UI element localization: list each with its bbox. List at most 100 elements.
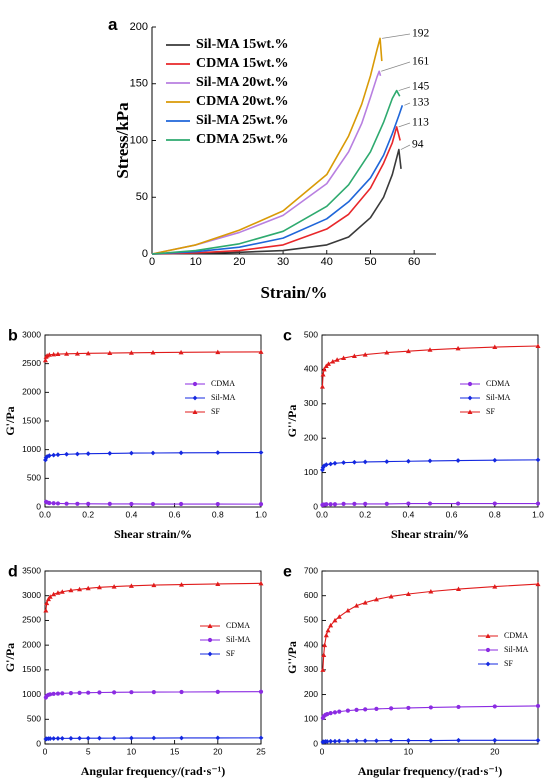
series-line	[45, 582, 262, 611]
legend: CDMA Sil-MA SF	[200, 621, 251, 658]
data-point	[179, 735, 184, 741]
legend-label: CDMA 25wt.%	[196, 132, 289, 147]
data-point	[535, 457, 541, 463]
series-cdma	[320, 501, 541, 508]
legend-marker	[192, 395, 198, 401]
x-tick-label: 0.6	[169, 509, 181, 519]
annotation-leader	[382, 33, 411, 39]
x-tick-label: 10	[404, 746, 414, 756]
data-point	[330, 358, 336, 364]
series-sf	[319, 343, 541, 389]
legend-label: Sil-MA 20wt.%	[196, 75, 289, 90]
data-point	[345, 708, 351, 713]
data-point	[55, 590, 61, 595]
data-point	[362, 352, 368, 357]
data-point	[332, 502, 338, 507]
data-point	[215, 450, 221, 456]
data-point	[427, 458, 433, 464]
data-point	[337, 709, 342, 714]
data-point	[107, 501, 112, 507]
data-point	[320, 465, 326, 470]
data-point	[455, 345, 461, 351]
chart-panel-d: d 0 5 10 15 20 25 0 500 1000 1500 2000 2500 3000 3500 A…	[3, 563, 266, 778]
y-tick-label: 400	[304, 639, 318, 649]
legend-label: SF	[486, 407, 495, 416]
data-point	[455, 501, 461, 506]
data-point	[258, 450, 264, 455]
legend-marker	[485, 661, 491, 667]
data-point	[75, 451, 80, 457]
data-point	[64, 451, 69, 457]
data-point	[44, 600, 50, 606]
data-point	[129, 735, 134, 741]
data-point	[68, 690, 74, 696]
legend-label: CDMA	[211, 379, 235, 388]
data-point	[43, 608, 49, 613]
annotation-leader	[404, 102, 411, 106]
data-point	[322, 642, 328, 648]
x-tick-label: 10	[190, 256, 202, 268]
legend-marker	[485, 633, 491, 638]
data-point	[535, 501, 541, 506]
series-sil-ma	[320, 703, 541, 721]
x-tick-label: 15	[170, 746, 180, 756]
data-point	[47, 736, 53, 741]
data-point	[406, 705, 411, 711]
data-point	[68, 587, 74, 593]
data-point	[341, 355, 347, 361]
x-axis-title: Shear strain/%	[391, 527, 469, 541]
series-sil-ma	[43, 450, 264, 463]
legend: Sil-MA 15wt.% CDMA 15wt.% Sil-MA 20wt.% CDM…	[166, 37, 289, 147]
x-axis-title: Shear strain/%	[114, 527, 192, 541]
data-point	[328, 622, 334, 628]
data-point	[354, 707, 359, 712]
y-tick-label: 200	[304, 432, 318, 442]
legend-marker	[467, 381, 473, 387]
data-point	[51, 351, 57, 357]
x-tick-label: 1.0	[255, 509, 267, 519]
chart-panel-b: b 0.0 0.2 0.4 0.6 0.8 1.0 0 500 1000 1500 2000 2500 3…	[3, 327, 267, 541]
data-point	[456, 737, 461, 743]
series-sil-ma-15wt-	[151, 148, 402, 255]
data-point	[45, 596, 51, 602]
y-axis-title: G''/Pa	[285, 641, 299, 674]
data-point	[129, 690, 134, 695]
x-tick-label: 0.0	[316, 509, 328, 519]
data-point	[178, 450, 184, 456]
data-point	[428, 705, 433, 710]
data-point	[129, 450, 134, 456]
data-point	[85, 451, 91, 457]
y-tick-label: 100	[304, 467, 318, 477]
x-tick-label: 40	[321, 256, 333, 268]
data-point	[535, 581, 541, 587]
data-point	[535, 737, 541, 743]
x-tick-label: 0.4	[125, 509, 137, 519]
data-point	[427, 501, 433, 506]
data-point	[258, 735, 264, 741]
data-point	[334, 357, 340, 362]
data-point	[150, 450, 156, 456]
x-axis-title: Angular frequency/(rad·s⁻¹)	[358, 764, 503, 778]
legend-label: CDMA	[486, 379, 510, 388]
data-point	[374, 706, 379, 712]
data-point	[384, 459, 390, 464]
data-point	[325, 711, 330, 717]
data-point	[328, 461, 334, 467]
annotation-label: 94	[412, 139, 424, 151]
x-tick-label: 1.0	[532, 509, 544, 519]
legend-label: Sil-MA	[226, 635, 251, 644]
legend-label: Sil-MA	[211, 393, 236, 402]
data-point	[215, 501, 220, 507]
data-point	[345, 738, 351, 744]
data-point	[151, 690, 156, 695]
data-point	[75, 501, 80, 506]
data-point	[362, 738, 368, 744]
y-tick-label: 500	[27, 714, 41, 724]
series-line	[151, 37, 383, 255]
data-point	[77, 586, 83, 592]
y-tick-label: 0	[313, 738, 318, 748]
data-point	[405, 348, 411, 354]
data-point	[129, 501, 134, 507]
y-tick-label: 300	[304, 398, 318, 408]
